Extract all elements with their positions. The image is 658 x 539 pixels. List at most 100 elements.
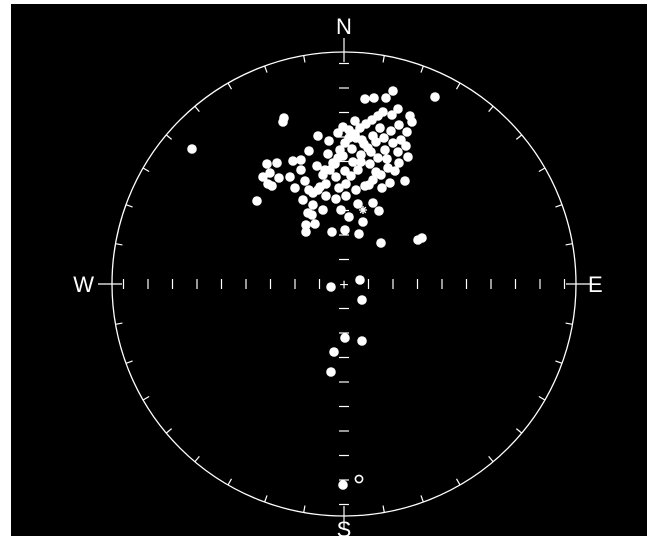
rim-tick — [126, 205, 133, 207]
rim-tick — [516, 135, 521, 139]
data-point — [376, 238, 386, 248]
data-point — [344, 212, 354, 222]
data-point — [371, 167, 381, 177]
data-point — [336, 205, 346, 215]
data-point — [296, 165, 306, 175]
data-point — [298, 195, 308, 205]
data-point — [364, 180, 374, 190]
data-point — [359, 139, 369, 149]
east-label: E — [588, 272, 603, 297]
data-point — [360, 94, 370, 104]
rim-tick — [228, 83, 232, 89]
data-point — [187, 144, 197, 154]
rim-tick — [489, 106, 493, 111]
data-point — [324, 136, 334, 146]
data-point — [296, 155, 306, 165]
data-point — [393, 147, 403, 157]
data-point — [340, 333, 350, 343]
data-point — [329, 347, 339, 357]
data-point — [402, 127, 412, 137]
data-point — [382, 154, 392, 164]
data-point — [378, 107, 388, 117]
data-point — [380, 145, 390, 155]
data-point — [331, 194, 341, 204]
rim-tick — [489, 456, 493, 461]
center-marker: + — [339, 277, 348, 294]
data-point — [326, 282, 336, 292]
data-point — [393, 104, 403, 114]
data-point — [347, 144, 357, 154]
rim-tick — [383, 56, 384, 63]
rim-tick — [116, 244, 123, 245]
rim-tick — [539, 397, 545, 401]
data-point — [357, 295, 367, 305]
data-point — [262, 159, 272, 169]
data-point — [308, 200, 318, 210]
data-point — [290, 183, 300, 193]
rim-tick — [166, 429, 171, 433]
data-point — [358, 217, 368, 227]
data-point — [351, 185, 361, 195]
data-point — [341, 191, 351, 201]
data-point — [328, 158, 338, 168]
south-label: S — [337, 517, 352, 539]
data-point — [369, 93, 379, 103]
data-point — [318, 205, 328, 215]
data-point — [386, 126, 396, 136]
data-point — [300, 176, 310, 186]
data-point — [338, 151, 348, 161]
rim-tick — [421, 495, 423, 502]
data-point — [365, 159, 375, 169]
data-point — [285, 172, 295, 182]
data-point — [385, 178, 395, 188]
west-label: W — [73, 272, 94, 297]
rim-tick — [143, 168, 149, 172]
rim-tick — [195, 106, 199, 111]
data-point — [390, 166, 400, 176]
rim-tick — [304, 506, 305, 513]
data-point — [313, 185, 323, 195]
data-point — [278, 117, 288, 127]
data-point — [417, 233, 427, 243]
rim-tick — [555, 361, 562, 363]
data-point — [326, 367, 336, 377]
rim-tick — [143, 397, 149, 401]
open-circle-marker — [355, 475, 362, 482]
data-point — [334, 183, 344, 193]
data-point — [301, 227, 311, 237]
data-point — [327, 227, 337, 237]
data-point — [373, 153, 383, 163]
data-point — [388, 86, 398, 96]
data-point — [368, 198, 378, 208]
data-points — [187, 86, 440, 490]
rim-tick — [383, 506, 384, 513]
rim-tick — [539, 168, 545, 172]
data-point — [403, 152, 413, 162]
data-point — [310, 219, 320, 229]
rim-tick — [228, 479, 232, 485]
rim-tick — [166, 135, 171, 139]
data-point — [312, 161, 322, 171]
data-point — [396, 135, 406, 145]
data-point — [331, 172, 341, 182]
data-point — [274, 173, 284, 183]
data-point — [375, 123, 385, 133]
data-point — [307, 210, 317, 220]
data-point — [407, 117, 417, 127]
rim-tick — [516, 429, 521, 433]
rim-tick — [566, 244, 573, 245]
data-point — [354, 229, 364, 239]
data-point — [374, 206, 384, 216]
data-point — [313, 131, 323, 141]
data-point — [263, 179, 273, 189]
data-point — [350, 116, 360, 126]
data-point — [353, 199, 363, 209]
data-point — [377, 183, 387, 193]
rim-tick — [555, 205, 562, 207]
data-point — [355, 275, 365, 285]
data-point — [368, 131, 378, 141]
data-point — [344, 125, 354, 135]
data-point — [340, 225, 350, 235]
data-point — [381, 93, 391, 103]
